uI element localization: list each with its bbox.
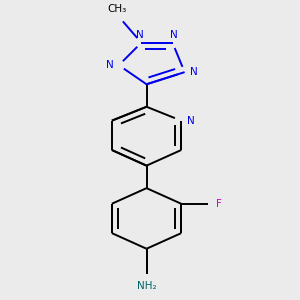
- Text: N: N: [170, 30, 178, 40]
- Text: N: N: [136, 30, 143, 40]
- Text: N: N: [187, 116, 195, 126]
- Text: N: N: [106, 60, 114, 70]
- Text: NH₂: NH₂: [137, 281, 156, 291]
- Text: F: F: [216, 199, 221, 209]
- Text: CH₃: CH₃: [107, 4, 127, 14]
- Text: N: N: [190, 67, 197, 77]
